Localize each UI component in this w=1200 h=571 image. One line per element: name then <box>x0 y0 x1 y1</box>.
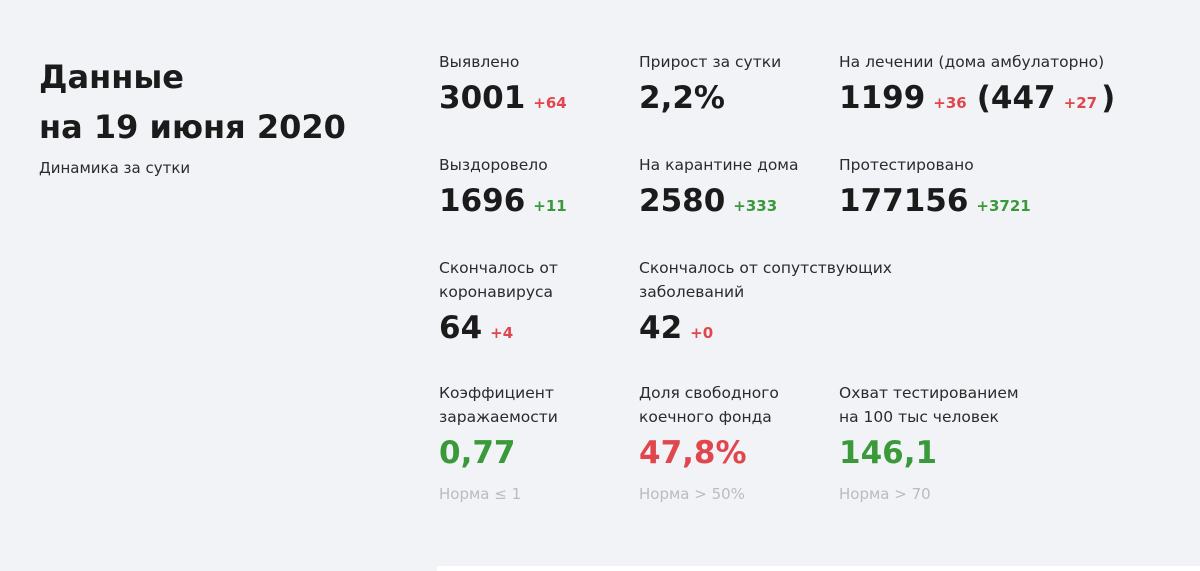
stat-label-line-1: Охват тестированием <box>839 384 1019 402</box>
stat-home-value: 447 <box>990 80 1056 116</box>
stat-norm: Норма > 50% <box>639 485 745 503</box>
stat-treatment: На лечении (дома амбулаторно) 1199 +36 (… <box>839 50 1179 116</box>
stat-value: 1199 <box>839 80 926 116</box>
stat-label-line-1: Скончалось от <box>439 259 558 277</box>
stat-recovered: Выздоровело 1696 +11 <box>439 153 639 219</box>
stat-label-line-2: на 100 тыс человек <box>839 408 999 426</box>
stat-label: На карантине дома <box>639 156 799 174</box>
stat-value: 177156 <box>839 183 969 219</box>
stat-value: 2580 <box>639 183 726 219</box>
stat-tested: Протестировано 177156 +3721 <box>839 153 1139 219</box>
stat-value: 0,77 <box>439 435 516 471</box>
bottom-panel-edge <box>437 566 1200 571</box>
title-line-1: Данные <box>39 58 184 96</box>
stat-delta: +64 <box>533 94 567 112</box>
stat-quarantine: На карантине дома 2580 +333 <box>639 153 839 219</box>
stat-delta: +0 <box>690 324 714 342</box>
stat-label-line-2: заражаемости <box>439 408 558 426</box>
stat-testing-coverage: Охват тестированием на 100 тыс человек 1… <box>839 381 1099 503</box>
stat-norm: Норма ≤ 1 <box>439 485 522 503</box>
stat-infection-rate: Коэффициент заражаемости 0,77 Норма ≤ 1 <box>439 381 639 503</box>
stat-label: Протестировано <box>839 156 974 174</box>
stat-norm: Норма > 70 <box>839 485 931 503</box>
title-line-2: на 19 июня 2020 <box>39 108 346 146</box>
stat-label-line-1: Скончалось от сопутствующих <box>639 259 892 277</box>
subtitle: Динамика за сутки <box>39 159 191 177</box>
stat-growth: Прирост за сутки 2,2% <box>639 50 839 116</box>
stat-value: 2,2% <box>639 80 725 116</box>
stat-label: Прирост за сутки <box>639 53 782 71</box>
stat-value: 42 <box>639 310 683 346</box>
header-block: Данные на 19 июня 2020 Динамика за сутки <box>39 52 399 177</box>
page-title: Данные на 19 июня 2020 <box>39 52 399 152</box>
stat-value: 64 <box>439 310 483 346</box>
stat-label-line-2: заболеваний <box>639 283 745 301</box>
stat-died-other: Скончалось от сопутствующих заболеваний … <box>639 256 939 346</box>
stat-delta: +3721 <box>976 197 1031 215</box>
stat-value: 1696 <box>439 183 526 219</box>
stat-value: 3001 <box>439 80 526 116</box>
stat-value: 146,1 <box>839 435 938 471</box>
close-paren: ) <box>1101 80 1116 116</box>
stat-label-line-2: коронавируса <box>439 283 554 301</box>
stat-detected: Выявлено 3001 +64 <box>439 50 639 116</box>
stat-delta: +36 <box>933 94 967 112</box>
stat-value: 47,8% <box>639 435 747 471</box>
stat-label: На лечении (дома амбулаторно) <box>839 53 1105 71</box>
stat-label-line-2: коечного фонда <box>639 408 772 426</box>
stat-home-delta: +27 <box>1063 94 1098 112</box>
stat-label: Выздоровело <box>439 156 548 174</box>
stat-died-covid: Скончалось от коронавируса 64 +4 <box>439 256 639 346</box>
stat-delta: +11 <box>533 197 567 215</box>
stat-label-line-1: Коэффициент <box>439 384 554 402</box>
stat-label-line-1: Доля свободного <box>639 384 779 402</box>
stat-delta: +4 <box>490 324 514 342</box>
stat-free-beds: Доля свободного коечного фонда 47,8% Нор… <box>639 381 839 503</box>
open-paren: ( <box>976 80 991 116</box>
stat-label: Выявлено <box>439 53 520 71</box>
stat-delta: +333 <box>733 197 778 215</box>
